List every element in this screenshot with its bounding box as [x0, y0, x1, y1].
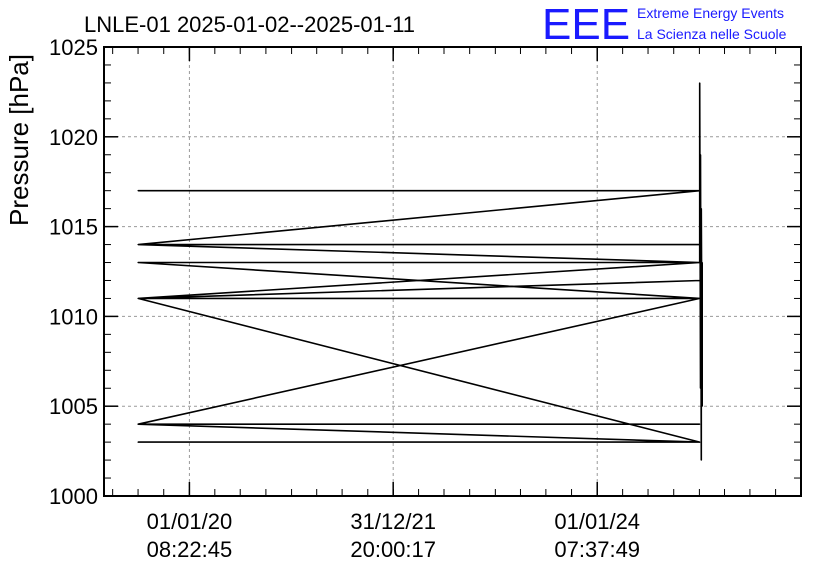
- x-tick-label-date: 01/01/20: [147, 509, 233, 534]
- x-tick-label-time: 07:37:49: [554, 537, 640, 562]
- y-tick-label: 1020: [49, 125, 98, 150]
- plot-frame: [103, 46, 802, 497]
- data-point: [700, 459, 702, 461]
- data-point: [699, 243, 701, 246]
- eee-logo: EEE: [542, 0, 630, 49]
- chart-title: LNLE-01 2025-01-02--2025-01-11: [84, 12, 415, 37]
- data-point: [700, 208, 702, 210]
- data-point: [137, 190, 139, 192]
- pressure-series-line: [137, 82, 704, 461]
- data-point: [137, 297, 139, 300]
- x-tick-label-date: 31/12/21: [350, 509, 436, 534]
- data-point: [699, 154, 702, 156]
- x-tick-label-time: 08:22:45: [147, 537, 233, 562]
- y-tick-label: 1025: [49, 35, 98, 60]
- x-tick-label-time: 20:00:17: [350, 537, 436, 562]
- data-point: [137, 423, 139, 425]
- data-point: [699, 261, 701, 264]
- y-tick-label: 1015: [49, 215, 98, 240]
- brand-line-2: La Scienza nelle Scuole: [637, 26, 787, 42]
- data-point: [699, 387, 702, 389]
- data-point: [699, 297, 701, 300]
- data-point: [137, 261, 139, 264]
- data-point: [699, 82, 701, 84]
- data-point: [137, 243, 139, 246]
- axis-ticks: [104, 46, 801, 497]
- data-point: [699, 190, 701, 192]
- tick-labels: 1000 1005 1010 1015 1020 1025 01/01/20 08:22:45…: [49, 35, 640, 562]
- data-point: [701, 261, 703, 264]
- data-point: [699, 441, 701, 443]
- y-tick-label: 1005: [49, 394, 98, 419]
- data-point: [699, 423, 701, 425]
- grid-lines: [104, 47, 801, 496]
- y-tick-label: 1010: [49, 304, 98, 329]
- y-tick-label: 1000: [49, 484, 98, 509]
- data-point: [137, 441, 139, 443]
- y-axis-title: Pressure [hPa]: [4, 54, 34, 226]
- x-tick-label-date: 01/01/24: [554, 509, 640, 534]
- data-point: [699, 279, 701, 282]
- brand-line-1: Extreme Energy Events: [637, 5, 784, 21]
- data-point: [701, 405, 703, 407]
- data-series: [137, 82, 704, 461]
